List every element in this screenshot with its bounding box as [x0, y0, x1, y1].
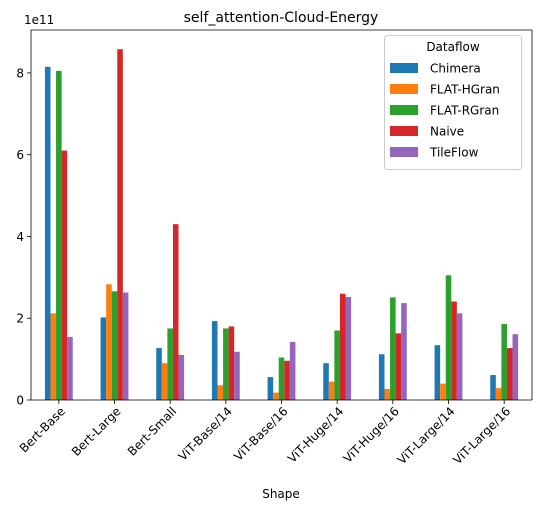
bar [490, 375, 496, 400]
bar [451, 301, 457, 400]
bar [334, 330, 340, 400]
legend-label: FLAT-HGran [430, 83, 500, 97]
bar [172, 224, 179, 400]
bar [117, 49, 123, 400]
y-tick-label: 6 [16, 148, 24, 162]
y-tick-label: 2 [16, 312, 24, 326]
bar [106, 284, 112, 400]
bar [178, 355, 185, 400]
bar [289, 341, 296, 400]
legend-frame [384, 35, 522, 170]
y-tick-label: 0 [16, 394, 24, 408]
legend-title: Dataflow [426, 40, 480, 54]
bar [167, 328, 173, 400]
x-axis-label: Shape [262, 487, 300, 501]
bar [50, 313, 57, 400]
bar [345, 296, 352, 400]
legend-swatch [390, 147, 418, 157]
bars-group [44, 49, 519, 401]
bar [217, 385, 224, 400]
legend-label: FLAT-RGran [430, 104, 499, 118]
bar [445, 275, 452, 400]
bar [111, 291, 118, 400]
legend-swatch [390, 126, 418, 136]
bar [161, 363, 168, 400]
bar [267, 377, 274, 400]
bar [495, 388, 502, 400]
bar [328, 381, 335, 400]
bar [278, 357, 285, 400]
bar [67, 337, 73, 400]
bar [61, 150, 68, 400]
bar [512, 334, 519, 400]
legend-items: Chimera FLAT-HGran FLAT-RGran Naive TileFlow [390, 62, 500, 160]
bar [156, 348, 162, 400]
bar [440, 383, 446, 400]
bar [211, 321, 218, 400]
bar [378, 354, 385, 400]
legend-swatch [390, 105, 418, 115]
y-axis-offset-label: 1e11 [24, 13, 54, 27]
legend-label: TileFlow [429, 146, 479, 160]
bar [44, 66, 51, 401]
bar [390, 297, 396, 400]
bar [273, 392, 279, 400]
bar [56, 70, 62, 400]
bar [401, 303, 407, 400]
bar [323, 363, 329, 400]
legend-label: Naive [430, 125, 464, 139]
bar [434, 345, 441, 400]
legend-swatch [390, 84, 418, 94]
y-tick-label: 4 [16, 230, 24, 244]
bar [228, 326, 235, 400]
bar [456, 313, 463, 400]
y-tick-label: 8 [16, 66, 24, 80]
bar [339, 293, 346, 400]
bar [501, 323, 507, 400]
legend: Dataflow Chimera FLAT-HGran FLAT-RGran Naiv… [384, 35, 522, 170]
bar [223, 328, 229, 400]
bar [122, 292, 129, 400]
legend-label: Chimera [430, 62, 481, 76]
chart-title: self_attention-Cloud-Energy [184, 10, 379, 26]
bar [284, 360, 290, 400]
bar [100, 317, 107, 400]
bar [234, 351, 240, 400]
bar [395, 333, 402, 400]
bar [384, 388, 391, 400]
legend-swatch [390, 63, 418, 73]
bar [506, 348, 513, 400]
